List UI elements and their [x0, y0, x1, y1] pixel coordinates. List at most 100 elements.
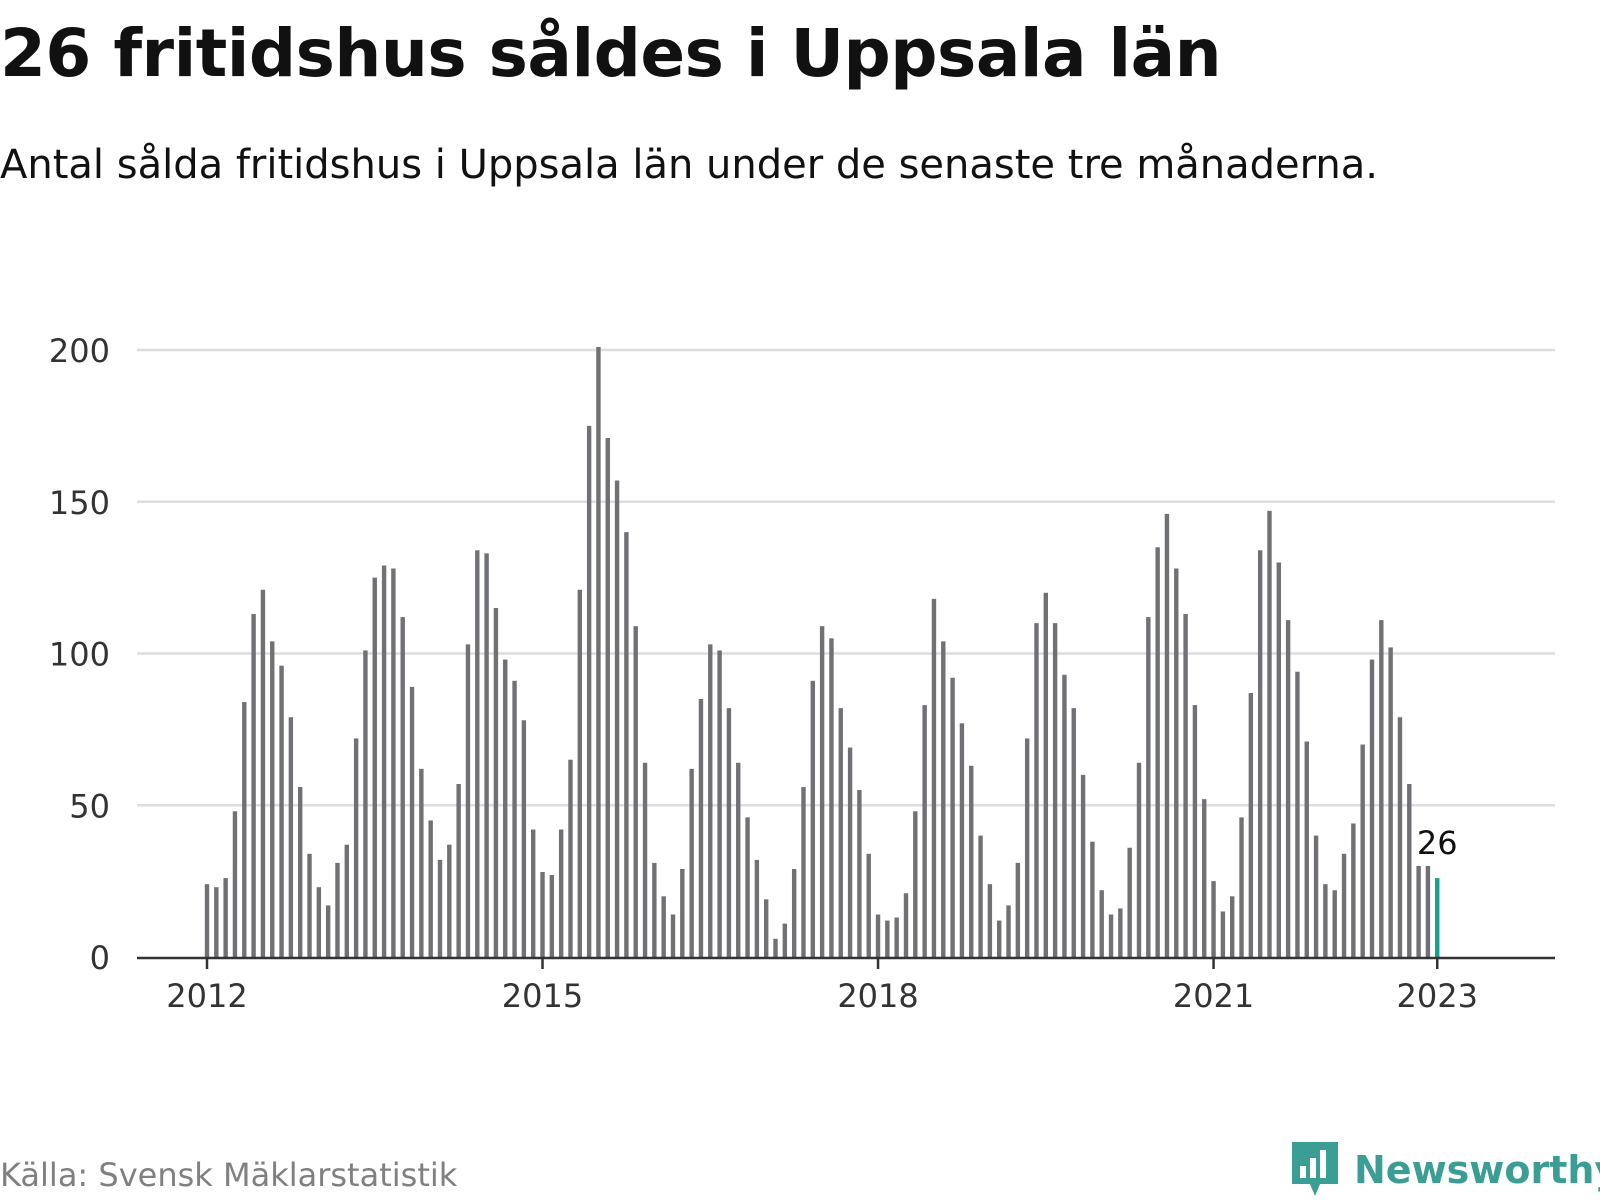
bar: [1052, 623, 1058, 957]
bar: [381, 565, 387, 957]
x-axis-ticks: 2012 2015 2018 2021 2023: [166, 958, 1478, 1015]
bar: [1108, 914, 1114, 957]
bar: [1323, 884, 1328, 957]
last-value-annotation: 26: [1417, 824, 1458, 862]
bar: [1425, 865, 1431, 957]
bar: [232, 811, 238, 957]
y-tick-label: 0: [90, 939, 110, 977]
bar: [708, 644, 713, 957]
x-tick-label: 2015: [502, 977, 583, 1015]
bar: [223, 878, 228, 957]
bar: [335, 862, 340, 957]
bar: [1276, 562, 1281, 957]
y-axis-tick-labels: 0 50 100 150 200: [49, 332, 110, 977]
bar: [363, 650, 368, 957]
bar: [586, 425, 592, 957]
bar: [661, 896, 666, 957]
bar: [1146, 617, 1151, 957]
bar: [1360, 744, 1365, 957]
bar: [1407, 784, 1412, 957]
bar: [428, 820, 433, 957]
bar: [1034, 623, 1039, 957]
bar: [1090, 841, 1095, 957]
bar: [1192, 705, 1198, 957]
bar: [624, 532, 629, 957]
bar: [447, 844, 452, 957]
bar: [204, 884, 210, 957]
bar: [913, 811, 918, 957]
bar: [344, 844, 349, 957]
bar: [456, 784, 461, 957]
bar: [1267, 510, 1272, 957]
bar: [1127, 847, 1132, 957]
bar: [1006, 905, 1011, 957]
bar: [680, 868, 685, 957]
bar: [810, 680, 815, 957]
bar: [1239, 817, 1244, 957]
bar: [1295, 671, 1300, 957]
bar: [251, 614, 256, 957]
bar: [614, 480, 620, 957]
bar: [503, 659, 508, 957]
bar: [214, 887, 219, 957]
bar: [1220, 911, 1226, 957]
bar: [400, 617, 405, 957]
bar: [1341, 853, 1347, 957]
bar: [1379, 620, 1384, 957]
bar: [997, 920, 1002, 957]
bar: [1388, 647, 1393, 957]
bar: [875, 914, 881, 957]
bar: [922, 705, 927, 957]
chart-subtitle: Antal sålda fritidshus i Uppsala län und…: [0, 142, 1378, 188]
bar: [1285, 620, 1291, 957]
bar: [959, 723, 965, 957]
bar: [903, 893, 909, 957]
bar: [325, 905, 331, 957]
bar: [791, 868, 797, 957]
bar: [1397, 717, 1403, 957]
bar: [1416, 865, 1421, 957]
bar: [298, 787, 303, 957]
bar: [670, 914, 676, 957]
bar: [493, 607, 499, 957]
bar: [568, 759, 573, 957]
bar: [736, 762, 741, 957]
x-tick-label: 2012: [166, 977, 247, 1015]
bar: [1024, 738, 1030, 957]
bar: [521, 720, 527, 957]
bar: [866, 853, 871, 957]
bar: [391, 568, 396, 957]
bar: [652, 862, 657, 957]
bar: [270, 641, 275, 957]
bar: [1099, 890, 1104, 957]
bar: [549, 875, 555, 957]
bar: [1257, 550, 1263, 957]
bar: [540, 872, 545, 957]
bar: [372, 577, 377, 957]
bar: [419, 768, 424, 957]
bar: [409, 686, 415, 957]
bar: [1248, 692, 1254, 957]
y-tick-label: 100: [49, 636, 110, 674]
bar: [465, 644, 471, 957]
bar: [1080, 774, 1086, 957]
bar: [577, 589, 582, 957]
bar: [1369, 659, 1375, 957]
y-tick-label: 200: [49, 332, 110, 370]
source-note: Källa: Svensk Mäklarstatistik: [0, 1156, 458, 1194]
bar: [978, 835, 983, 957]
bar: [531, 829, 536, 957]
x-tick-label: 2018: [837, 977, 918, 1015]
bar: [726, 708, 732, 957]
bar: [484, 553, 489, 957]
newsworthy-logo: Newsworthy: [1290, 1140, 1600, 1200]
bar: [1015, 862, 1021, 957]
x-tick-label: 2023: [1397, 977, 1478, 1015]
bar: [279, 665, 284, 957]
bar: [1304, 741, 1309, 957]
bar: [642, 762, 648, 957]
x-tick-label: 2021: [1173, 977, 1254, 1015]
bar: [1062, 674, 1067, 957]
y-tick-label: 150: [49, 484, 110, 522]
